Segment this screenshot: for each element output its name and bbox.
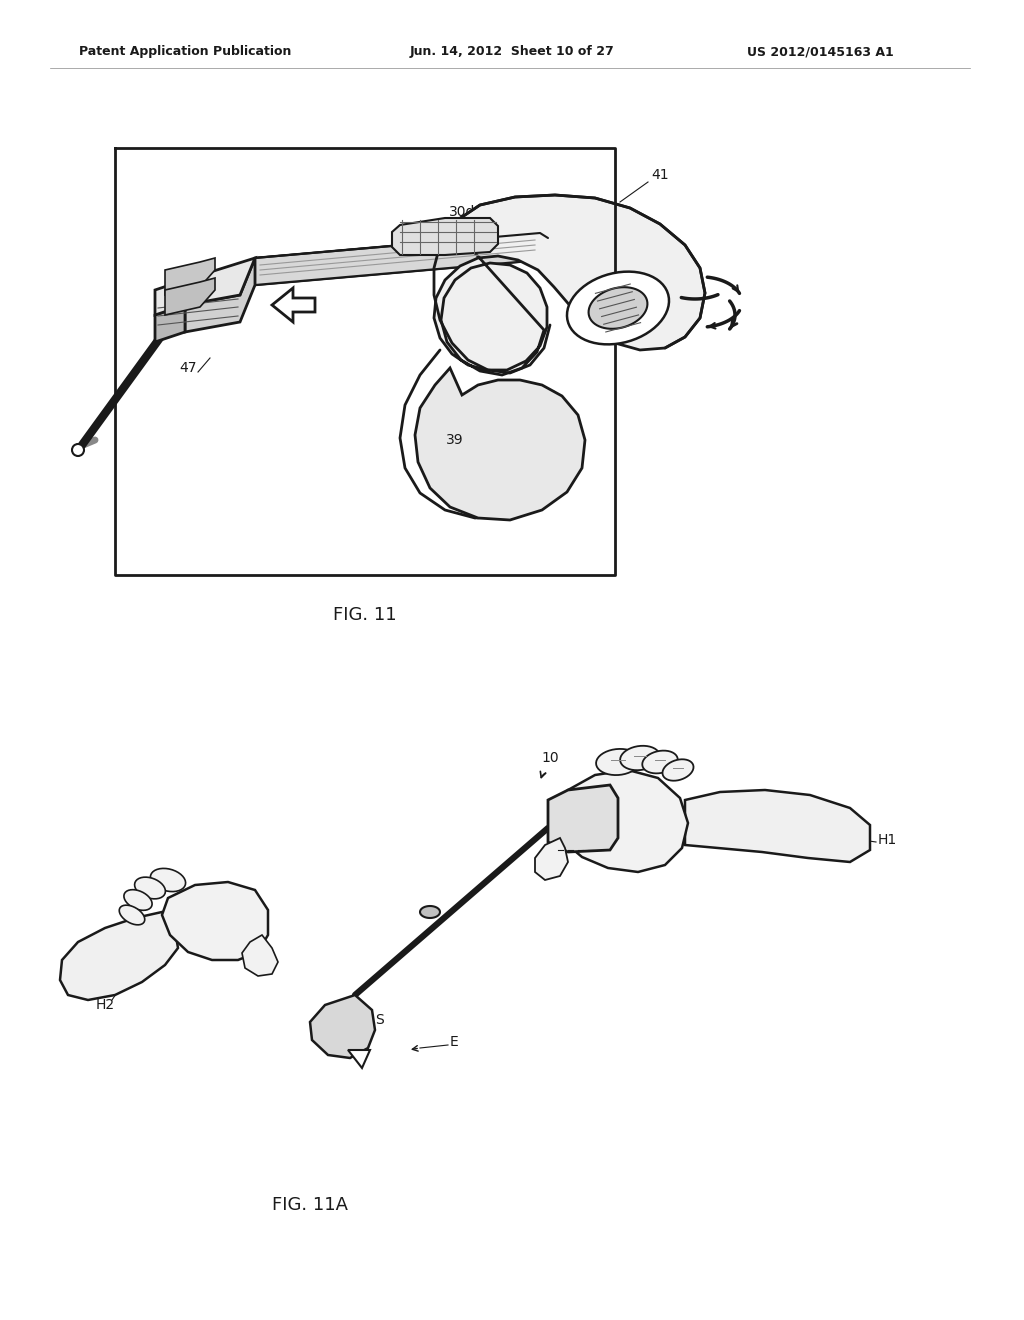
Text: 47: 47 (179, 360, 197, 375)
Polygon shape (134, 878, 166, 899)
Polygon shape (310, 995, 375, 1059)
Polygon shape (548, 785, 618, 851)
Polygon shape (255, 234, 540, 285)
Circle shape (72, 444, 84, 455)
Text: H2: H2 (95, 998, 115, 1012)
Polygon shape (124, 890, 152, 911)
Polygon shape (642, 751, 678, 774)
Polygon shape (185, 257, 255, 333)
Text: Jun. 14, 2012  Sheet 10 of 27: Jun. 14, 2012 Sheet 10 of 27 (410, 45, 614, 58)
Polygon shape (155, 305, 185, 342)
Text: FIG. 11A: FIG. 11A (272, 1196, 348, 1214)
Text: 39: 39 (446, 433, 464, 447)
Text: H1: H1 (878, 833, 897, 847)
Polygon shape (685, 789, 870, 862)
Polygon shape (589, 288, 647, 329)
Polygon shape (621, 746, 659, 770)
Polygon shape (567, 272, 669, 345)
Text: S: S (376, 1012, 384, 1027)
Polygon shape (151, 869, 185, 891)
Polygon shape (165, 257, 215, 294)
Text: E: E (450, 1035, 459, 1049)
Polygon shape (348, 1049, 370, 1068)
Text: 41: 41 (651, 168, 669, 182)
Polygon shape (155, 257, 255, 315)
Text: 30d: 30d (449, 205, 475, 219)
Polygon shape (535, 838, 568, 880)
Text: 10: 10 (542, 751, 559, 766)
Polygon shape (420, 906, 440, 917)
Polygon shape (162, 882, 268, 960)
Polygon shape (119, 906, 144, 925)
Polygon shape (555, 770, 688, 873)
Text: Patent Application Publication: Patent Application Publication (79, 45, 291, 58)
Polygon shape (663, 759, 693, 780)
Text: US 2012/0145163 A1: US 2012/0145163 A1 (746, 45, 893, 58)
Polygon shape (596, 748, 640, 775)
Polygon shape (255, 234, 540, 285)
Polygon shape (392, 218, 498, 255)
Polygon shape (60, 912, 178, 1001)
Polygon shape (434, 195, 705, 375)
Polygon shape (165, 279, 215, 315)
Polygon shape (415, 368, 585, 520)
Polygon shape (272, 288, 315, 322)
Polygon shape (242, 935, 278, 975)
Text: FIG. 11: FIG. 11 (333, 606, 397, 624)
